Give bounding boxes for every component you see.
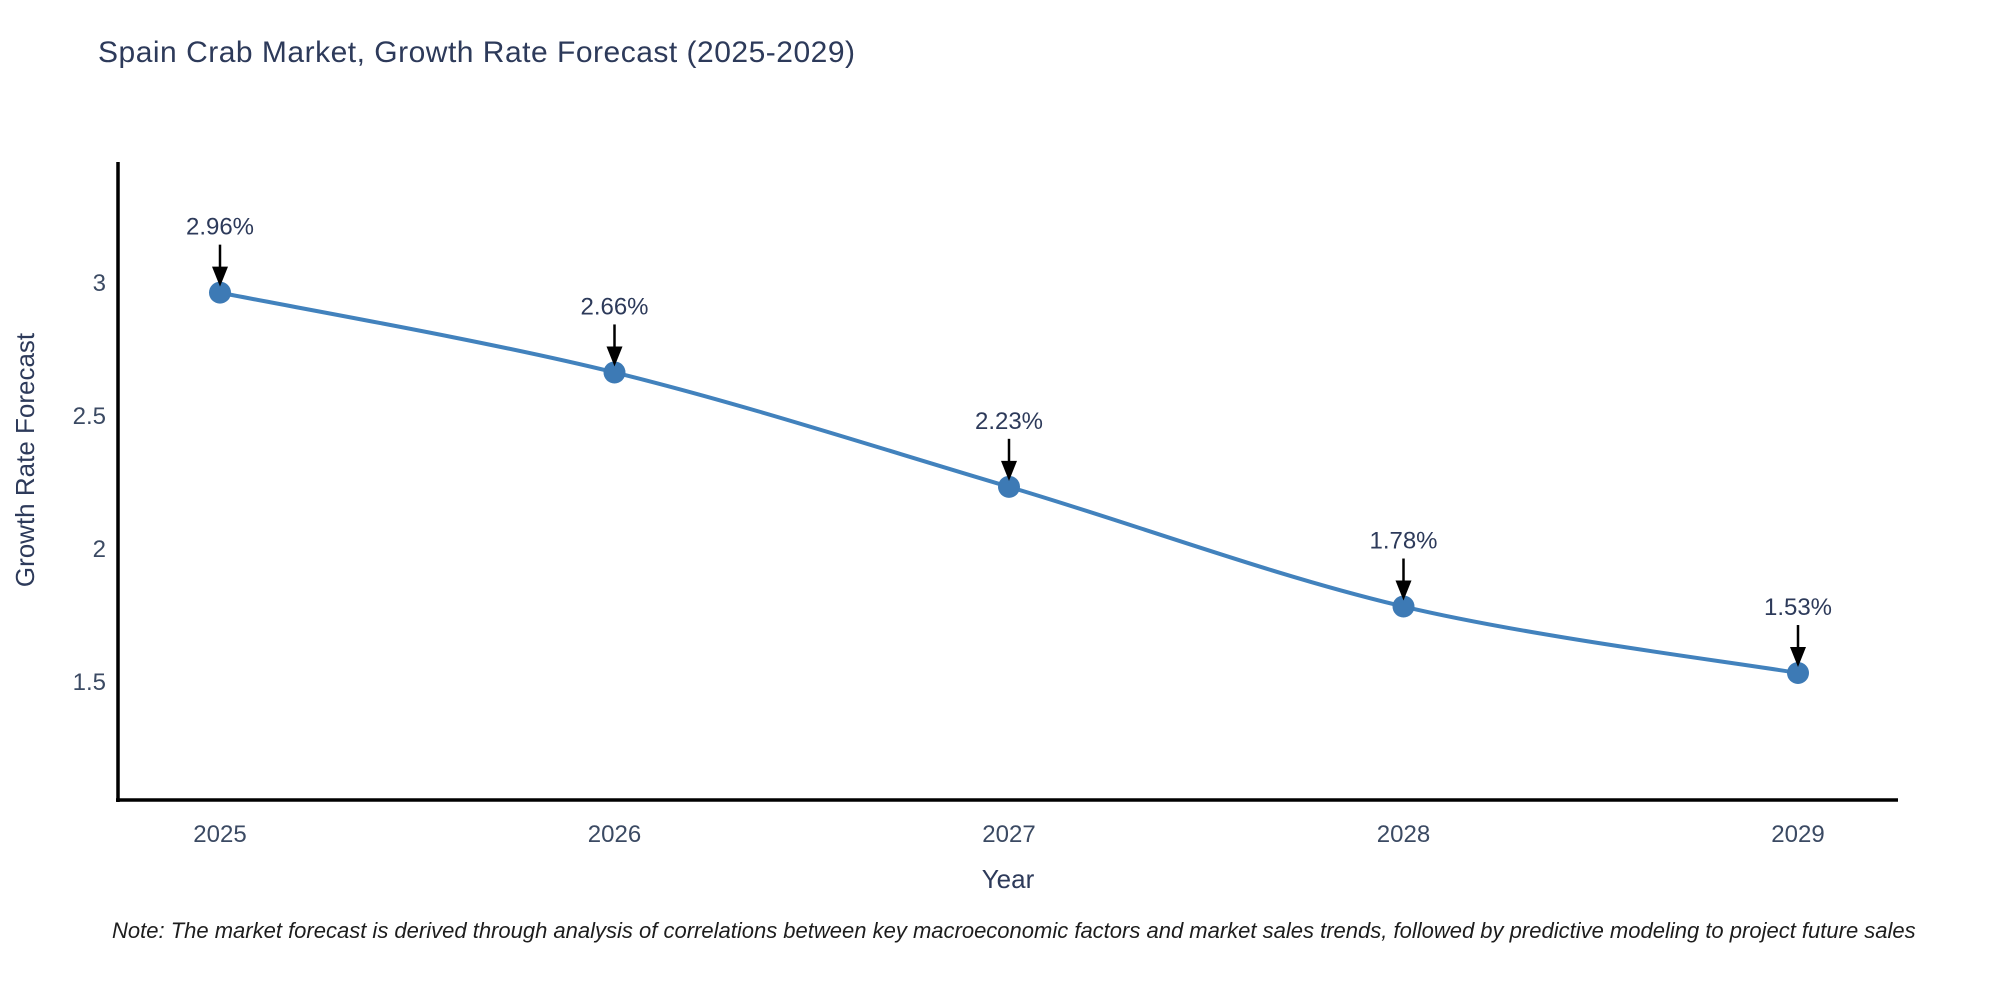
x-axis-title: Year (982, 864, 1035, 894)
point-value-label: 1.53% (1764, 594, 1832, 621)
y-tick-label: 2.5 (73, 403, 106, 430)
data-point-2029[interactable] (1787, 662, 1809, 685)
x-tick-label: 2029 (1771, 821, 1824, 848)
annotation-arrow-head (1001, 460, 1017, 481)
y-tick-label: 3 (93, 270, 106, 297)
data-point-2027[interactable] (998, 475, 1020, 498)
chart-title: Spain Crab Market, Growth Rate Forecast … (98, 36, 856, 69)
data-point-2025[interactable] (209, 281, 231, 304)
footnote: Note: The market forecast is derived thr… (112, 918, 1916, 943)
point-value-label: 2.96% (186, 214, 254, 241)
data-point-2028[interactable] (1392, 595, 1415, 618)
annotation-arrow-head (212, 266, 228, 287)
x-tick-label: 2027 (982, 821, 1035, 848)
point-value-label: 2.66% (580, 293, 648, 320)
annotation-arrow-head (1395, 580, 1412, 601)
annotation-arrow-head (606, 346, 623, 367)
y-tick-label: 1.5 (73, 669, 106, 696)
point-value-label: 1.78% (1369, 528, 1437, 555)
x-tick-label: 2028 (1377, 821, 1430, 848)
y-tick-label: 2 (93, 536, 106, 563)
data-point-2026[interactable] (603, 361, 626, 384)
x-tick-label: 2025 (193, 821, 246, 848)
plot-area: 3 2.5 2 1.5 2025 2026 2027 2028 2029 2.96% 2.66% 2.… (73, 162, 1898, 848)
point-value-label: 2.23% (975, 408, 1043, 435)
x-tick-label: 2026 (588, 821, 641, 848)
y-axis-title: Growth Rate Forecast (10, 332, 40, 587)
annotation-arrow-head (1790, 647, 1806, 668)
